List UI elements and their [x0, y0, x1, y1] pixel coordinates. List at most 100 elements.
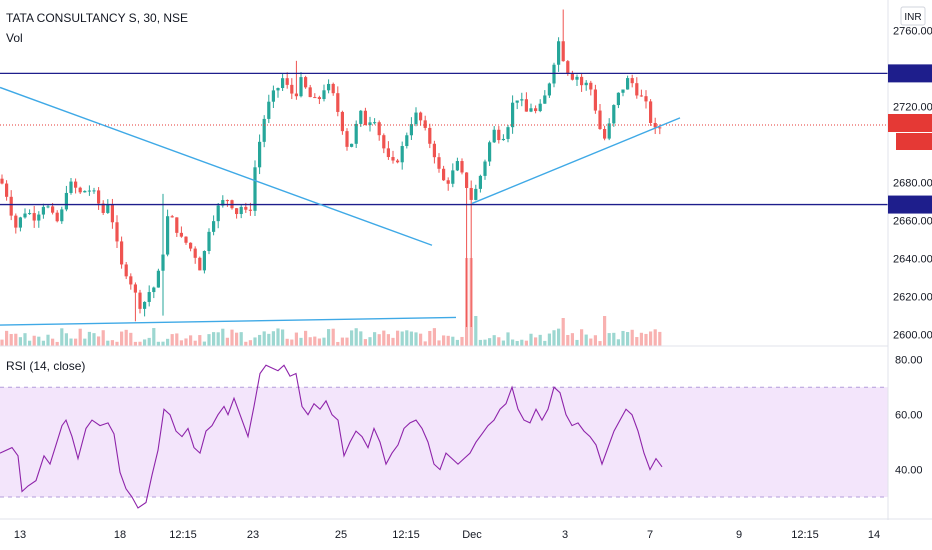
volume-bar — [616, 339, 620, 346]
price-axis[interactable]: 2600.00 2620.00 2640.00 2660.00 2680.00 2720.… — [888, 25, 932, 342]
candle-body — [46, 206, 50, 208]
volume-bar — [621, 330, 625, 346]
volume-bar — [78, 328, 82, 346]
candle-body — [423, 120, 427, 128]
volume-bar — [138, 341, 142, 346]
candle — [552, 62, 556, 88]
candle-body — [64, 192, 68, 210]
volume-bar — [653, 329, 657, 346]
candle-body — [561, 41, 565, 62]
candle — [101, 200, 105, 215]
candle — [0, 174, 4, 185]
candle-body — [267, 101, 271, 119]
descending-trendline[interactable] — [0, 86, 433, 246]
candle — [442, 165, 446, 181]
candle — [511, 95, 515, 134]
candle-body — [377, 122, 381, 136]
volume-bar — [156, 341, 160, 346]
rsi-axis[interactable]: 40.00 60.00 80.00 — [895, 355, 923, 477]
candle — [501, 134, 505, 141]
volume-bar — [198, 335, 202, 346]
volume-bar — [46, 334, 50, 346]
candle-body — [469, 187, 473, 200]
candle-body — [621, 89, 625, 93]
candle — [271, 85, 275, 109]
last-price-tag[interactable] — [888, 113, 932, 132]
volume-bar — [598, 341, 602, 346]
volume-bar — [474, 316, 478, 346]
volume-bar — [304, 330, 308, 346]
candle-body — [225, 200, 229, 202]
candle-body — [244, 206, 248, 210]
candle — [598, 103, 602, 130]
volume-bar — [446, 335, 450, 346]
candle — [304, 75, 308, 89]
volume-bar — [152, 328, 156, 346]
candle — [322, 84, 326, 102]
volume-bar — [202, 341, 206, 346]
candle — [653, 117, 657, 134]
candle — [317, 95, 321, 105]
volume-bar — [570, 333, 574, 346]
time-axis[interactable]: 13 18 12:15 23 25 12:15 Dec 3 7 9 12:15 14 — [14, 529, 880, 541]
candle — [432, 140, 436, 164]
candle — [327, 79, 331, 94]
candle — [179, 226, 183, 238]
candle — [460, 158, 464, 175]
volume-bar — [524, 340, 528, 346]
support-price-tag[interactable] — [888, 195, 932, 214]
candle-body — [317, 97, 321, 100]
volume-bar — [285, 338, 289, 346]
candle — [557, 37, 561, 72]
symbol-title[interactable]: TATA CONSULTANCY S, 30, NSE — [6, 11, 188, 25]
candle-body — [110, 204, 114, 223]
rsi-line[interactable] — [0, 364, 663, 509]
candle-body — [340, 111, 344, 132]
candle-body — [529, 108, 533, 112]
candle — [363, 107, 367, 126]
rsi-label[interactable]: RSI (14, close) — [6, 359, 85, 373]
volume-trendline[interactable] — [0, 316, 457, 326]
volume-bar — [28, 340, 32, 346]
ascending-trendline[interactable] — [471, 117, 681, 205]
volume-bar — [644, 333, 648, 346]
candle — [64, 185, 68, 212]
volume-bar — [51, 338, 55, 346]
candle — [161, 193, 165, 316]
volume-bar — [258, 334, 262, 346]
candle — [55, 210, 59, 223]
volume-bar — [589, 338, 593, 346]
volume-bar — [460, 336, 464, 346]
volume-bar — [9, 333, 13, 346]
volume-bars — [0, 258, 662, 346]
candle — [97, 187, 101, 210]
volume-bar — [626, 332, 630, 346]
volume-bar — [635, 337, 639, 346]
currency-badge-box[interactable] — [900, 6, 926, 26]
candle-body — [405, 135, 409, 147]
candle-body — [248, 209, 252, 211]
candle — [120, 236, 124, 269]
resistance-price-tag[interactable] — [888, 64, 932, 83]
rsi-band — [0, 387, 888, 498]
candle-body — [598, 110, 602, 130]
candle — [281, 73, 285, 91]
volume-bar — [593, 335, 597, 346]
volume-label[interactable]: Vol — [6, 31, 23, 45]
candle-body — [658, 127, 662, 129]
drawing-tools[interactable] — [0, 72, 888, 326]
price-pane[interactable] — [0, 9, 888, 346]
volume-bar — [221, 328, 225, 346]
countdown-tag[interactable] — [896, 132, 932, 150]
rsi-pane[interactable] — [0, 364, 888, 509]
candle — [515, 100, 519, 110]
candle-body — [432, 143, 436, 158]
volume-bar — [110, 340, 114, 346]
volume-bar — [170, 334, 174, 346]
candle — [207, 228, 211, 255]
candle — [644, 90, 648, 109]
currency-badge[interactable]: INR — [900, 6, 926, 26]
candle-body — [437, 157, 441, 169]
candle-body — [129, 276, 133, 285]
